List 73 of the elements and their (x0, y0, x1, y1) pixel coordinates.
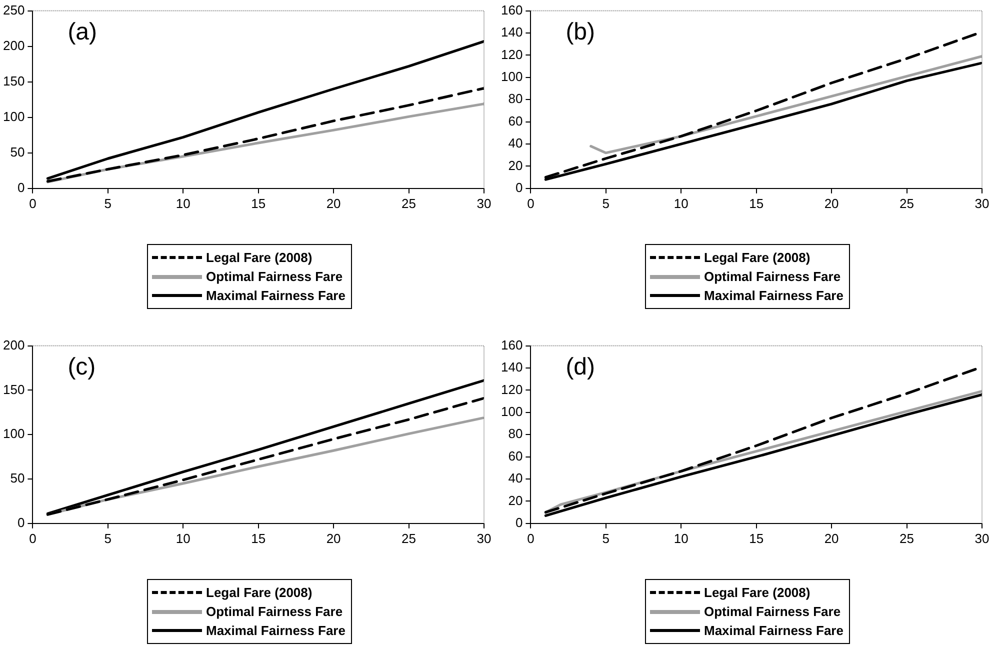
x-tick-label: 10 (674, 530, 688, 546)
x-tick-label: 30 (974, 196, 990, 211)
x-tick-label: 30 (974, 530, 990, 546)
y-tick-label: 100 (2, 108, 25, 124)
chart-title: (c) (68, 353, 96, 380)
x-tick-label: 5 (602, 530, 610, 546)
y-tick-label: 140 (500, 360, 523, 375)
legend-label: Optimal Fairness Fare (704, 604, 841, 619)
y-tick-label: 100 (500, 404, 523, 419)
legend-label: Legal Fare (2008) (206, 250, 312, 265)
y-tick-label: 60 (508, 448, 523, 464)
y-tick-label: 50 (10, 144, 25, 160)
legend-label: Optimal Fairness Fare (206, 269, 343, 284)
y-tick-label: 160 (500, 2, 523, 18)
legend-label: Legal Fare (2008) (206, 585, 312, 600)
x-tick-label: 25 (900, 196, 914, 211)
x-tick-label: 30 (476, 196, 492, 211)
x-tick-label: 15 (749, 196, 764, 211)
y-tick-label: 20 (508, 158, 523, 173)
y-tick-label: 40 (508, 470, 523, 486)
x-tick-label: 0 (29, 530, 36, 546)
y-tick-label: 160 (500, 337, 523, 352)
y-tick-label: 150 (2, 382, 25, 397)
y-tick-label: 120 (500, 382, 523, 397)
y-tick-label: 0 (17, 514, 25, 530)
y-tick-label: 50 (10, 470, 25, 486)
x-tick-label: 20 (824, 530, 839, 546)
y-tick-label: 60 (508, 113, 523, 128)
y-tick-label: 80 (508, 426, 523, 442)
x-tick-label: 10 (176, 530, 190, 546)
legend-label: Maximal Fairness Fare (206, 288, 346, 303)
chart-title: (a) (68, 18, 98, 46)
x-tick-label: 15 (251, 196, 266, 211)
y-tick-label: 120 (500, 46, 523, 62)
x-tick-label: 25 (900, 530, 914, 546)
x-tick-label: 25 (402, 196, 416, 211)
y-tick-label: 100 (500, 68, 523, 84)
y-tick-label: 140 (500, 24, 523, 40)
legend-label: Maximal Fairness Fare (704, 288, 844, 303)
y-tick-label: 40 (508, 136, 523, 151)
legend-label: Optimal Fairness Fare (206, 604, 343, 619)
x-tick-label: 20 (824, 196, 839, 211)
y-tick-label: 200 (2, 337, 25, 352)
legend-label: Legal Fare (2008) (704, 250, 810, 265)
x-tick-label: 20 (326, 196, 341, 211)
chart-title: (d) (566, 353, 596, 380)
x-tick-label: 10 (674, 196, 688, 211)
x-tick-label: 5 (104, 196, 112, 211)
legend-label: Maximal Fairness Fare (206, 623, 346, 638)
x-tick-label: 15 (251, 530, 266, 546)
chart-title: (b) (566, 18, 596, 46)
y-tick-label: 20 (508, 492, 523, 508)
legend-label: Optimal Fairness Fare (704, 269, 841, 284)
y-tick-label: 200 (2, 38, 25, 53)
legend-label: Maximal Fairness Fare (704, 623, 844, 638)
y-tick-label: 0 (17, 180, 25, 195)
y-tick-label: 150 (2, 73, 25, 88)
x-tick-label: 0 (527, 196, 534, 211)
y-tick-label: 100 (2, 426, 25, 442)
y-tick-label: 0 (515, 180, 523, 195)
y-tick-label: 250 (2, 2, 25, 18)
x-tick-label: 5 (602, 196, 610, 211)
x-tick-label: 30 (476, 530, 492, 546)
x-tick-label: 25 (402, 530, 416, 546)
y-tick-label: 80 (508, 91, 523, 106)
x-tick-label: 10 (176, 196, 190, 211)
x-tick-label: 20 (326, 530, 341, 546)
x-tick-label: 5 (104, 530, 112, 546)
x-tick-label: 0 (527, 530, 534, 546)
x-tick-label: 15 (749, 530, 764, 546)
y-tick-label: 0 (515, 514, 523, 530)
legend-label: Legal Fare (2008) (704, 585, 810, 600)
x-tick-label: 0 (29, 196, 36, 211)
